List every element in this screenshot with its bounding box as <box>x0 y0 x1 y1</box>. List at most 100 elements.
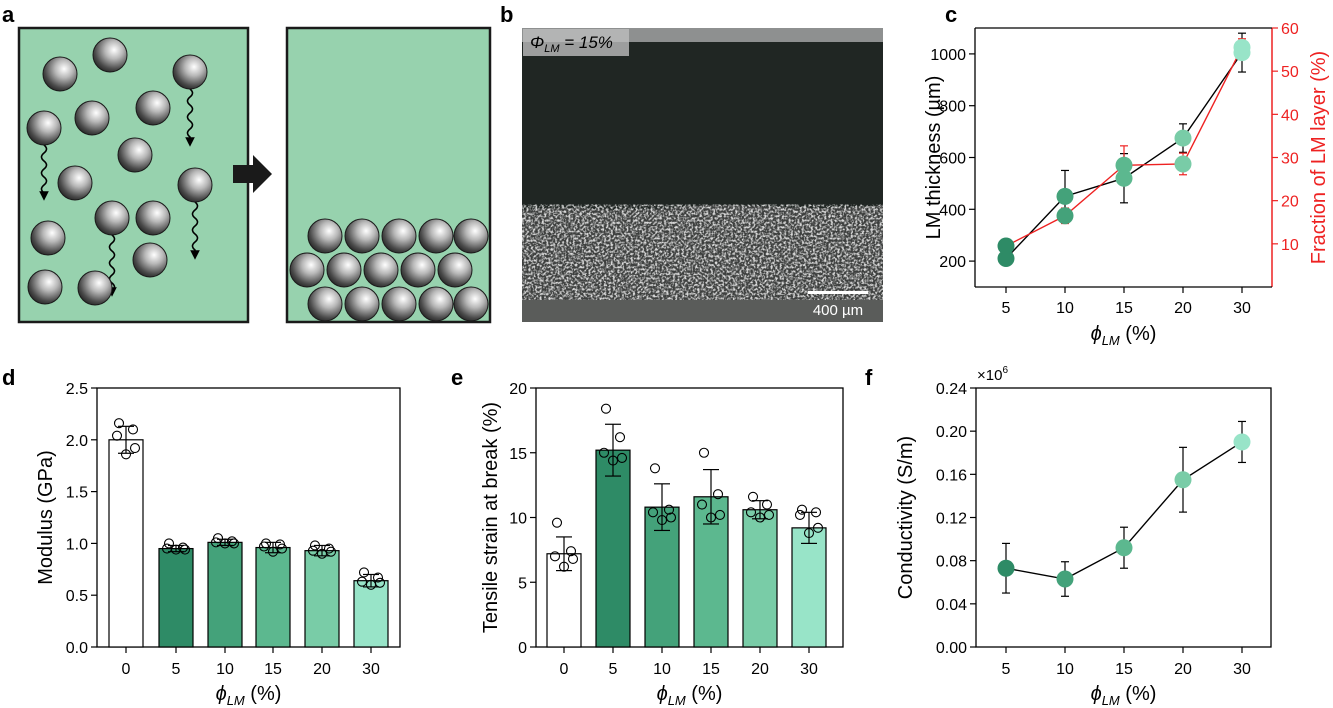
x-tick-label: 10 <box>216 661 234 678</box>
x-tick-label: 20 <box>313 661 331 678</box>
lm-sphere <box>26 110 62 146</box>
x-tick-label: 0 <box>122 661 131 678</box>
y-tick-label: 10 <box>509 511 527 528</box>
x-tick-label: 20 <box>1174 300 1192 317</box>
sample-point <box>276 543 288 554</box>
sample-point <box>649 463 661 474</box>
process-arrow-icon <box>233 155 272 193</box>
y-tick-label: 0 <box>518 640 527 657</box>
y-tick-label: 5 <box>518 575 527 592</box>
y-axis-label: Modulus (GPa) <box>35 450 57 585</box>
trajectory-arrow-icon <box>39 144 49 201</box>
x-tick-label: 10 <box>1056 300 1074 317</box>
x-tick-label: 15 <box>1115 300 1133 317</box>
scale-bar <box>808 291 868 294</box>
sample-point <box>219 538 231 549</box>
fraction-point <box>1233 38 1251 56</box>
x-tick-label: 15 <box>702 661 720 678</box>
chart-modulus: 0.0 0.5 1.0 1.5 2.0 2.5 0 5 10 15 20 30 Modulus (GPa… <box>35 381 401 708</box>
x-tick-label: 30 <box>1233 661 1251 678</box>
conductivity-point <box>1233 433 1251 451</box>
y-axis-label: Fraction of LM layer (%) <box>1308 51 1330 264</box>
y-tick-label: 15 <box>509 446 527 463</box>
sample-point <box>163 538 175 549</box>
sample-point <box>177 542 189 553</box>
x-axis-label: ϕLM (%) <box>216 683 282 708</box>
lm-sphere <box>135 200 171 236</box>
y-tick-label: 0.12 <box>936 511 967 528</box>
lm-sphere <box>437 252 473 288</box>
sample-point <box>761 499 773 510</box>
thickness-point <box>1174 129 1192 147</box>
panel-f-label: f <box>865 365 873 390</box>
sample-point <box>698 447 710 458</box>
panel-e-label: e <box>451 365 463 390</box>
y-tick-label: 1.0 <box>66 536 88 553</box>
x-tick-label: 30 <box>362 661 380 678</box>
lm-sphere <box>74 100 110 136</box>
chart-conductivity: 0.00 0.04 0.08 0.12 0.16 0.20 0.24 5 10 15 20 30 Con… <box>895 381 1272 708</box>
thickness-point <box>997 250 1015 268</box>
thickness-point <box>1056 187 1074 205</box>
x-axis-label: ϕLM (%) <box>657 683 723 708</box>
y-tick-label: 600 <box>939 151 966 168</box>
y-tick-label: 0.16 <box>936 467 967 484</box>
y-tick-label: 400 <box>939 202 966 219</box>
y2-tick-label: 60 <box>1281 21 1299 38</box>
sample-point <box>567 553 579 564</box>
x-tick-label: 0 <box>560 661 569 678</box>
sample-point <box>551 517 563 528</box>
y2-tick-label: 10 <box>1281 237 1299 254</box>
lm-sphere <box>363 252 399 288</box>
sample-point <box>647 507 659 518</box>
sample-point <box>365 579 377 590</box>
y-tick-label: 2.5 <box>66 381 88 398</box>
sample-point <box>258 541 270 552</box>
chart-tensile-strain: 0 5 10 15 20 0 5 10 15 20 30 Tensile strain at brea… <box>480 381 844 708</box>
y-tick-label: 800 <box>939 99 966 116</box>
trajectory-arrow-icon <box>190 201 200 260</box>
lm-sphere <box>307 286 343 322</box>
bar <box>158 547 194 648</box>
lm-sphere <box>381 218 417 254</box>
x-tick-label: 5 <box>1002 300 1011 317</box>
sample-point <box>812 522 824 533</box>
panel-d-label: d <box>2 365 15 390</box>
sample-point <box>796 504 808 515</box>
micrograph-bottom-strip <box>522 300 883 322</box>
phi-label: ΦLM = 15% <box>530 33 613 55</box>
y2-tick-label: 40 <box>1281 107 1299 124</box>
sample-point <box>598 447 610 458</box>
panel-b-micrograph: b ΦLM = 15% 400 µm <box>500 2 883 322</box>
sample-point <box>754 512 766 523</box>
sample-point <box>663 504 675 515</box>
x-tick-label: 5 <box>172 661 181 678</box>
sample-point <box>120 449 132 460</box>
trajectory-arrow-icon <box>107 234 117 297</box>
bar <box>353 580 389 648</box>
sample-point <box>745 507 757 518</box>
bar <box>207 541 243 648</box>
dispersed-spheres <box>26 37 213 306</box>
y2-tick-label: 30 <box>1281 151 1299 168</box>
lm-sphere <box>77 270 113 306</box>
sample-point <box>113 418 125 429</box>
sample-point <box>170 544 182 555</box>
y-tick-label: 1.5 <box>66 485 88 502</box>
phi-label-box <box>523 29 629 56</box>
bar <box>304 550 340 648</box>
y-tick-label: 0.24 <box>936 381 967 398</box>
sample-point <box>607 455 619 466</box>
sample-point <box>309 540 321 551</box>
sample-point <box>665 512 677 523</box>
y-axis-label: LM thickness (µm) <box>923 76 945 240</box>
x-tick-label: 30 <box>1233 300 1251 317</box>
lm-sphere <box>92 37 128 73</box>
lm-sphere <box>117 137 153 173</box>
y-tick-label: 20 <box>509 381 527 398</box>
bar <box>595 449 631 648</box>
fraction-point <box>1115 156 1133 174</box>
lm-sphere <box>326 252 362 288</box>
plot-frame <box>975 387 1272 648</box>
conductivity-point <box>997 559 1015 577</box>
